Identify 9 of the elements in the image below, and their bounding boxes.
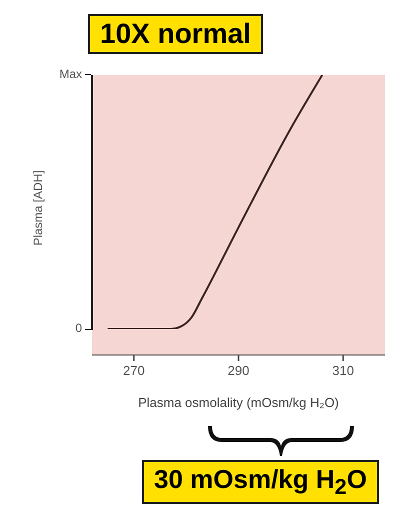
text: Max (58, 67, 82, 81)
text: 0 (74, 321, 82, 335)
x-tick-label: 270 (123, 363, 145, 378)
y-axis-title: Plasma [ADH] (31, 170, 45, 246)
x-tick-label: 290 (228, 363, 250, 378)
x-axis-title: Plasma osmolality (mOsm/kg H₂O) (138, 395, 339, 410)
x-tick-label: 310 (332, 363, 354, 378)
text: 10X normal (88, 14, 263, 54)
text: 30 mOsm/kg H$_{2}$O (142, 460, 379, 504)
